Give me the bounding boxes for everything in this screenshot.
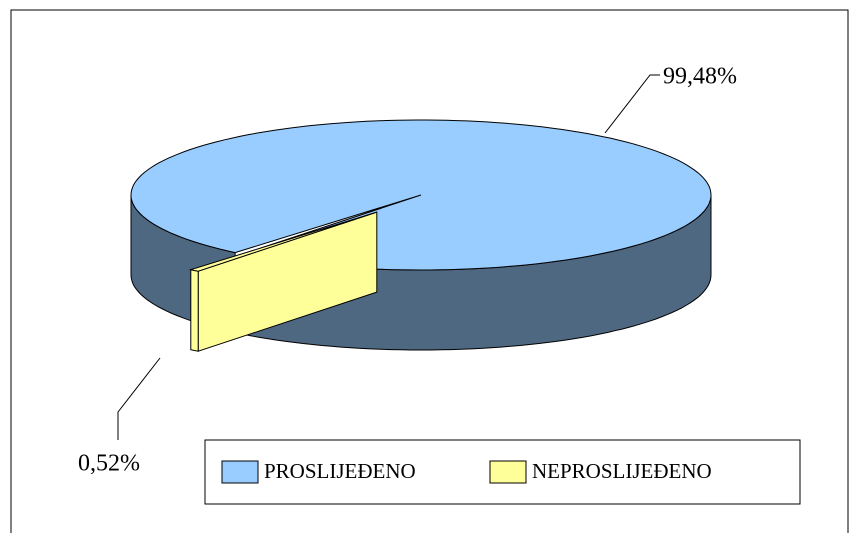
- legend-label: NEPROSLIJEĐENO: [532, 459, 712, 483]
- data-label: 0,52%: [78, 451, 140, 477]
- leader-line: [604, 74, 660, 134]
- leader-line: [117, 357, 161, 440]
- data-label: 99,48%: [663, 64, 737, 90]
- legend-swatch: [489, 460, 527, 484]
- pie-slice: [130, 119, 712, 271]
- pie-slice: [188, 211, 377, 272]
- pie-slice-side: [190, 269, 199, 352]
- legend-label: PROSLIJEĐENO: [264, 459, 416, 483]
- legend-swatch: [221, 460, 259, 484]
